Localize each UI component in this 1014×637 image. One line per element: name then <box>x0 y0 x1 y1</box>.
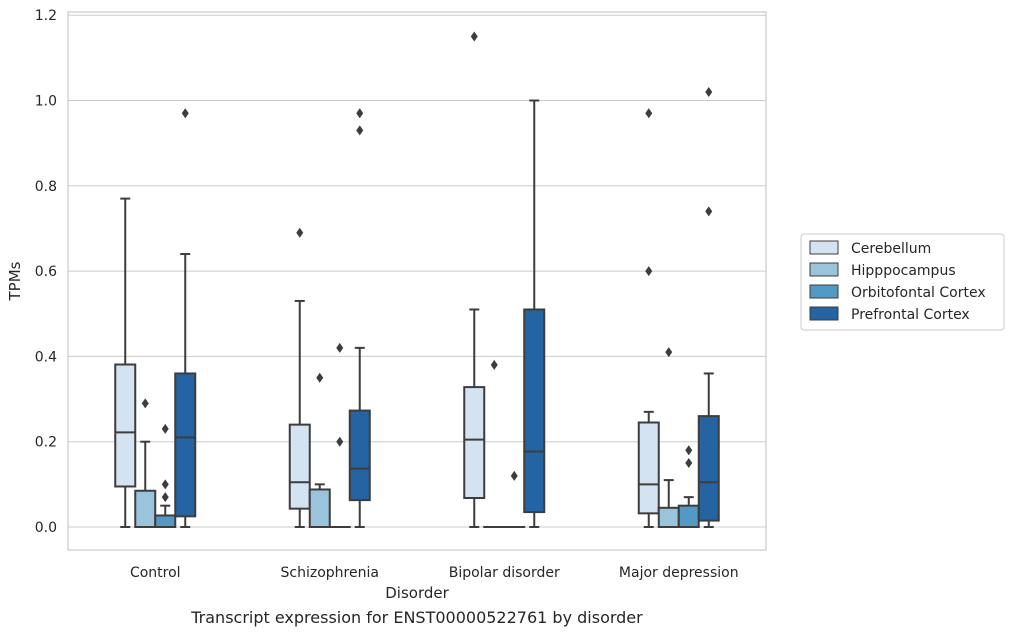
y-tick-label: 0.6 <box>35 264 57 280</box>
box-body <box>523 308 546 514</box>
legend-swatch <box>809 262 839 277</box>
box-prefrontal-cortex <box>348 108 371 528</box>
grid-lines <box>68 14 766 528</box>
x-tick-label: Major depression <box>619 565 739 581</box>
box-hipppocampus <box>308 372 331 528</box>
legend-swatch <box>809 284 839 299</box>
box-hipppocampus <box>657 347 680 528</box>
box-orbitofontal-cortex <box>677 445 700 528</box>
y-tick-label: 0.0 <box>35 520 57 536</box>
box-body <box>114 363 137 488</box>
legend: Cerebellum Hipppocampus Orbitofontal Corte… <box>800 233 1005 331</box>
outlier-point <box>336 342 344 353</box>
outlier-point <box>685 458 693 469</box>
y-axis-label: TPMs <box>6 261 24 301</box>
box-prefrontal-cortex <box>174 108 197 528</box>
y-tick-label: 0.8 <box>35 179 57 195</box>
outlier-point <box>181 108 189 119</box>
box-body <box>677 504 700 528</box>
x-axis-ticks: Control Schizophrenia Bipolar disorder Majo… <box>130 565 739 581</box>
y-tick-label: 0.2 <box>35 435 57 451</box>
box-groups <box>114 31 720 529</box>
outlier-point <box>510 470 518 481</box>
box-body <box>463 386 486 499</box>
box-body <box>134 489 157 528</box>
box-hipppocampus <box>483 359 506 529</box>
plot-area <box>67 11 767 551</box>
outlier-point <box>336 436 344 447</box>
box-prefrontal-cortex <box>697 86 720 528</box>
outlier-point <box>161 479 169 490</box>
outlier-point <box>141 398 149 409</box>
legend-label: Hipppocampus <box>851 263 956 279</box>
outlier-point <box>645 108 653 119</box>
legend-label: Orbitofontal Cortex <box>851 285 986 301</box>
box-cerebellum <box>463 31 486 528</box>
box-body <box>154 514 177 528</box>
box-prefrontal-cortex <box>523 99 546 528</box>
box-cerebellum <box>288 227 311 528</box>
box-body <box>308 488 331 528</box>
box-orbitofontal-cortex <box>154 423 177 528</box>
y-axis-ticks: 0.0 0.2 0.4 0.6 0.8 1.0 1.2 <box>35 8 57 536</box>
outlier-point <box>645 266 653 277</box>
outlier-point <box>356 108 364 119</box>
box-orbitofontal-cortex <box>503 470 526 529</box>
outlier-point <box>161 423 169 434</box>
outlier-point <box>356 125 364 136</box>
outlier-point <box>665 347 673 358</box>
x-tick-label: Schizophrenia <box>281 565 379 581</box>
box-hipppocampus <box>134 398 157 528</box>
legend-label: Prefrontal Cortex <box>851 307 970 323</box>
outlier-point <box>705 86 713 97</box>
x-tick-label: Bipolar disorder <box>449 565 560 581</box>
y-tick-label: 0.4 <box>35 349 57 365</box>
x-tick-label: Control <box>130 565 181 581</box>
outlier-point <box>490 359 498 370</box>
box-body <box>657 506 680 528</box>
outlier-point <box>470 31 478 42</box>
box-body <box>348 409 371 502</box>
legend-frame <box>800 233 1005 331</box>
outlier-point <box>161 492 169 503</box>
figure-caption: Transcript expression for ENST0000052276… <box>190 608 643 627</box>
outlier-point <box>296 227 304 238</box>
legend-swatch <box>809 240 839 255</box>
x-axis-label: Disorder <box>385 584 449 602</box>
y-tick-label: 1.0 <box>35 94 57 110</box>
legend-swatch <box>809 306 839 321</box>
box-cerebellum <box>114 197 137 528</box>
y-tick-label: 1.2 <box>35 8 57 24</box>
box-orbitofontal-cortex <box>328 342 351 529</box>
legend-label: Cerebellum <box>851 241 931 257</box>
box-body <box>637 421 660 515</box>
box-cerebellum <box>637 108 660 528</box>
outlier-point <box>316 372 324 383</box>
box-body <box>697 415 720 522</box>
outlier-point <box>685 445 693 456</box>
box-body <box>174 372 197 518</box>
box-body <box>288 423 311 510</box>
outlier-point <box>705 206 713 217</box>
